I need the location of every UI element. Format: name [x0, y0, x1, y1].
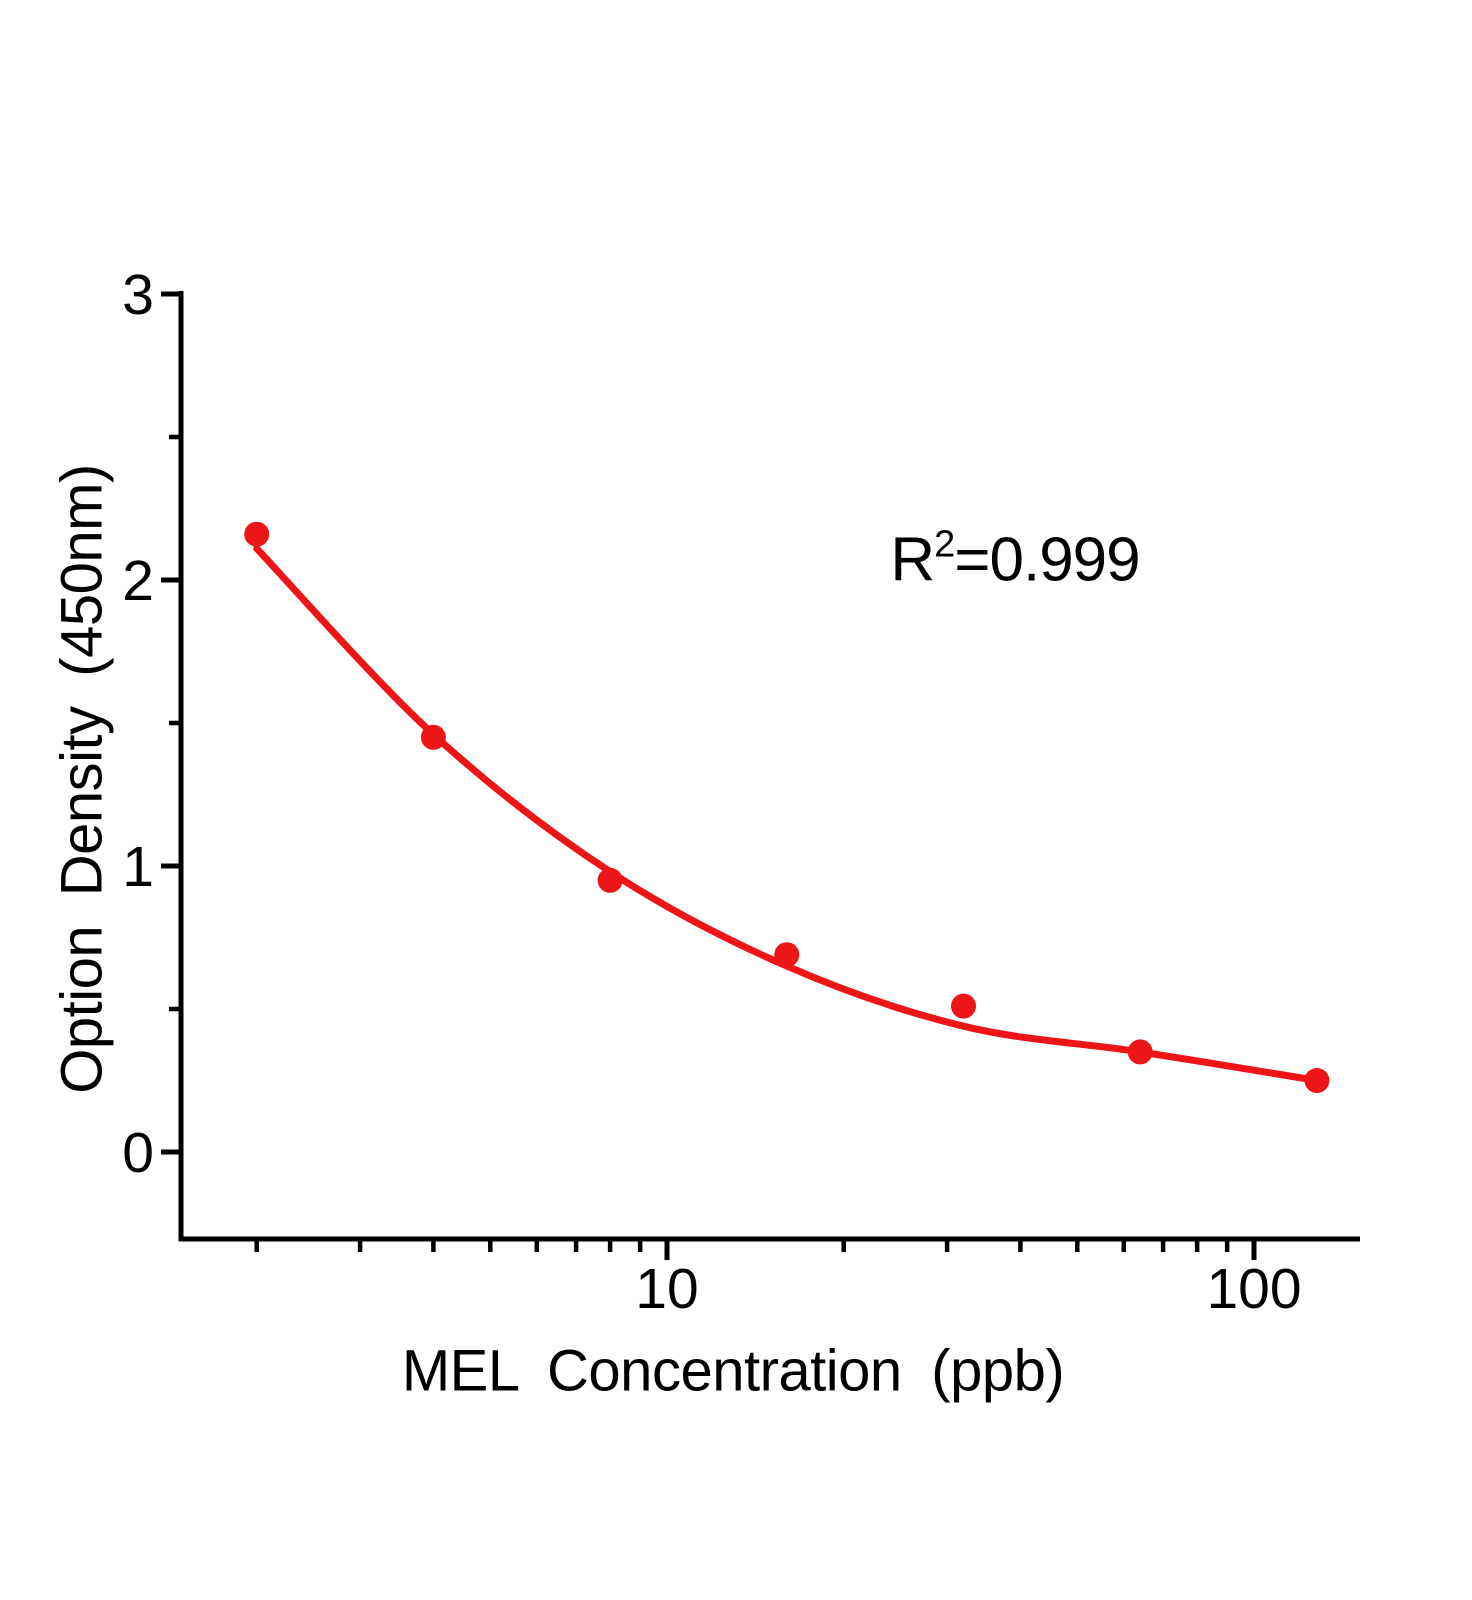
r-squared-exponent: 2 [934, 523, 955, 566]
data-point [1127, 1039, 1153, 1065]
x-axis-title: MEL Concentration (ppb) [401, 1338, 1065, 1404]
y-tick-label: 1 [122, 835, 154, 899]
r-squared-value: =0.999 [954, 525, 1140, 595]
x-tick-label: 10 [635, 1257, 698, 1321]
data-point [1304, 1068, 1330, 1093]
y-tick-label: 3 [122, 263, 154, 327]
axis-spine [178, 291, 1360, 1242]
data-point [774, 942, 800, 968]
data-point [951, 993, 976, 1019]
y-tick-label: 2 [122, 549, 154, 613]
y-axis-title: Option Density (450nm) [49, 464, 115, 1094]
r-squared-annotation: R2=0.999 [890, 523, 1140, 596]
data-point [420, 724, 446, 750]
data-point [244, 521, 270, 547]
fit-curve-line [253, 545, 1321, 1084]
data-point [597, 867, 623, 893]
r-squared-base: R [890, 525, 935, 595]
x-tick-label: 100 [1206, 1257, 1301, 1321]
y-tick-label: 0 [122, 1121, 154, 1185]
